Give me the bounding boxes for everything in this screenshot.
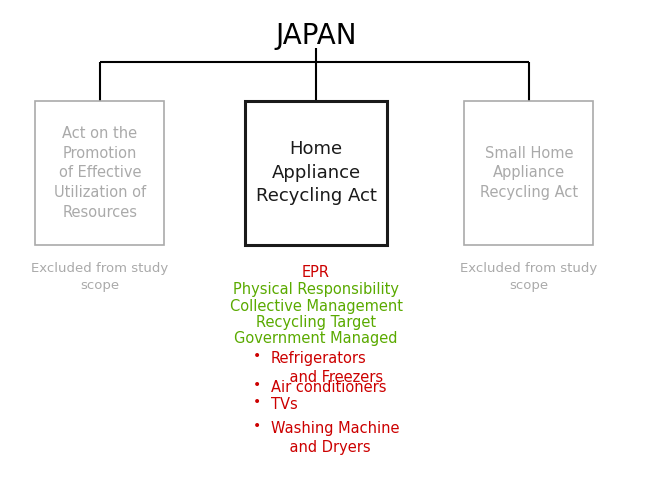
Text: •: •	[253, 419, 261, 433]
Text: Washing Machine
    and Dryers: Washing Machine and Dryers	[271, 421, 399, 455]
Text: Government Managed: Government Managed	[234, 331, 398, 346]
Text: •: •	[253, 349, 261, 363]
Text: Refrigerators
    and Freezers: Refrigerators and Freezers	[271, 351, 383, 385]
Text: TVs: TVs	[271, 397, 297, 412]
Text: Excluded from study
scope: Excluded from study scope	[461, 262, 597, 291]
Text: Recycling Target: Recycling Target	[256, 315, 376, 330]
Text: Excluded from study
scope: Excluded from study scope	[32, 262, 168, 291]
Text: Small Home
Appliance
Recycling Act: Small Home Appliance Recycling Act	[480, 145, 578, 200]
Text: •: •	[253, 395, 261, 409]
FancyBboxPatch shape	[245, 101, 387, 245]
Text: Physical Responsibility: Physical Responsibility	[233, 282, 399, 297]
FancyBboxPatch shape	[35, 101, 164, 245]
Text: JAPAN: JAPAN	[275, 22, 357, 49]
Text: EPR: EPR	[302, 265, 330, 280]
Text: Air conditioners: Air conditioners	[271, 380, 386, 395]
Text: •: •	[253, 378, 261, 392]
Text: Act on the
Promotion
of Effective
Utilization of
Resources: Act on the Promotion of Effective Utiliz…	[54, 126, 146, 220]
Text: Collective Management: Collective Management	[230, 299, 402, 313]
FancyBboxPatch shape	[464, 101, 593, 245]
Text: Home
Appliance
Recycling Act: Home Appliance Recycling Act	[255, 140, 377, 205]
